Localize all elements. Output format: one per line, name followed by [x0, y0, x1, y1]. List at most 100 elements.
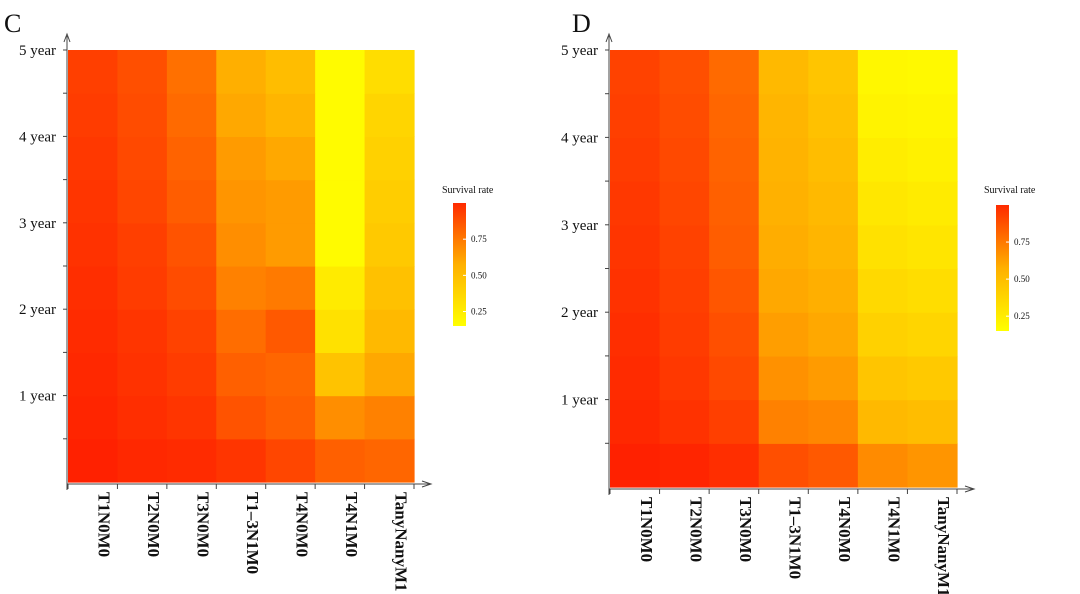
heatmap-cell — [265, 179, 316, 224]
heatmap-cell — [857, 93, 909, 138]
y-tick-label: 5 year — [19, 43, 56, 59]
heatmap-cell — [758, 50, 809, 95]
heatmap-cell — [117, 179, 168, 224]
heatmap-cell — [610, 93, 661, 138]
heatmap-cell — [315, 352, 366, 397]
heatmap-cell — [610, 443, 661, 488]
heatmap-cell — [659, 224, 710, 270]
heatmap-cell — [907, 312, 958, 357]
heatmap-cell — [610, 355, 661, 401]
heatmap-cell — [117, 395, 168, 440]
heatmap-cell — [610, 50, 661, 95]
heatmap-cell — [68, 309, 119, 353]
y-tick-label: 4 year — [19, 129, 56, 145]
x-tick-label: T2N0M0 — [686, 497, 705, 562]
heatmap-cell — [265, 266, 316, 310]
heatmap-cell — [808, 137, 859, 182]
heatmap-cell — [808, 181, 859, 226]
heatmap-cell — [315, 395, 366, 440]
heatmap-cell — [68, 266, 119, 310]
heatmap-cell — [364, 395, 415, 440]
heatmap-cell — [808, 268, 859, 313]
heatmap-cell — [808, 399, 859, 444]
heatmap-cell — [117, 136, 168, 181]
heatmap-cell — [315, 93, 366, 137]
y-tick-label: 1 year — [561, 393, 598, 409]
heatmap-cell — [166, 438, 217, 483]
heatmap-cell — [364, 222, 415, 267]
heatmap-cell — [659, 355, 710, 401]
heatmap-cell — [315, 179, 366, 224]
heatmap-cell — [709, 224, 760, 270]
heatmap-cell — [265, 222, 316, 267]
heatmap-cell — [216, 438, 267, 483]
heatmap-cell — [758, 268, 809, 313]
heatmap-cell — [315, 438, 366, 483]
x-tick-label: T1–3N1M0 — [786, 497, 805, 579]
legend-tick-label: 0.25 — [471, 307, 487, 317]
x-tick-label: TanyNanyM1 — [934, 497, 953, 594]
heatmap-cell — [659, 399, 710, 444]
heatmap-cell — [315, 50, 366, 94]
heatmap-cell — [709, 181, 760, 226]
heatmap-cell — [808, 355, 859, 401]
heatmap-cell — [610, 181, 661, 226]
x-axis-arrow — [421, 480, 433, 488]
heatmap-cell — [907, 93, 958, 138]
y-tick-label: 5 year — [561, 43, 598, 59]
heatmap-cell — [709, 355, 760, 401]
heatmap-cell — [907, 181, 958, 226]
heatmap-cell — [808, 50, 859, 95]
heatmap-cell — [758, 355, 809, 401]
heatmap-cell — [364, 50, 415, 94]
heatmap-panel-c: C 1 year 2 year 3 year 4 year 5 year T1N0M0 T2N… — [4, 9, 494, 592]
legend-tick-label: 0.75 — [471, 234, 487, 244]
heatmap-cell — [68, 93, 119, 137]
y-tick-label: 3 year — [561, 218, 598, 234]
heatmap-cell — [659, 50, 710, 95]
heatmap-cell — [216, 222, 267, 267]
heatmap-cell — [758, 137, 809, 182]
heatmap-cell — [857, 355, 909, 401]
heatmap-cell — [315, 309, 366, 353]
heatmap-cell — [907, 268, 958, 313]
heatmap-cell — [907, 443, 958, 488]
heatmap-cell — [265, 352, 316, 397]
heatmap-cell — [117, 222, 168, 267]
heatmap-cell — [364, 266, 415, 310]
heatmap-cell — [166, 50, 217, 94]
heatmap-cell — [216, 395, 267, 440]
heatmap-cell — [857, 224, 909, 270]
heatmap-cell — [265, 438, 316, 483]
heatmap-cell — [117, 309, 168, 353]
heatmap-cell — [166, 266, 217, 310]
heatmap-cell — [758, 312, 809, 357]
heatmap-cell — [808, 312, 859, 357]
heatmap-cell — [166, 136, 217, 181]
heatmap-cell — [709, 443, 760, 488]
y-axis-arrow — [63, 32, 71, 43]
heatmap-cell — [216, 136, 267, 181]
heatmap-cell — [857, 181, 909, 226]
x-tick-label: T3N0M0 — [736, 497, 755, 562]
heatmap-cell — [907, 399, 958, 444]
x-tick-label: T2N0M0 — [144, 492, 163, 557]
heatmap-cell — [117, 266, 168, 310]
y-axis-arrow — [605, 32, 613, 43]
heatmap-cell — [610, 399, 661, 444]
heatmap-cell — [610, 137, 661, 182]
heatmap-cell — [216, 309, 267, 353]
heatmap-cell — [265, 309, 316, 353]
heatmap-cell — [610, 224, 661, 270]
heatmap-cell — [709, 268, 760, 313]
x-tick-label: TanyNanyM1 — [391, 492, 410, 592]
legend-title: Survival rate — [984, 185, 1036, 196]
x-tick-label: T4N1M0 — [885, 497, 904, 562]
heatmap-panel-d: D 1 year 2 year 3 year 4 year 5 year T1N0M0 T2N… — [561, 9, 1036, 594]
heatmap-cell — [315, 266, 366, 310]
heatmap-cell — [364, 179, 415, 224]
heatmap-cell — [659, 181, 710, 226]
heatmap-cell — [758, 399, 809, 444]
heatmap-cell — [364, 352, 415, 397]
